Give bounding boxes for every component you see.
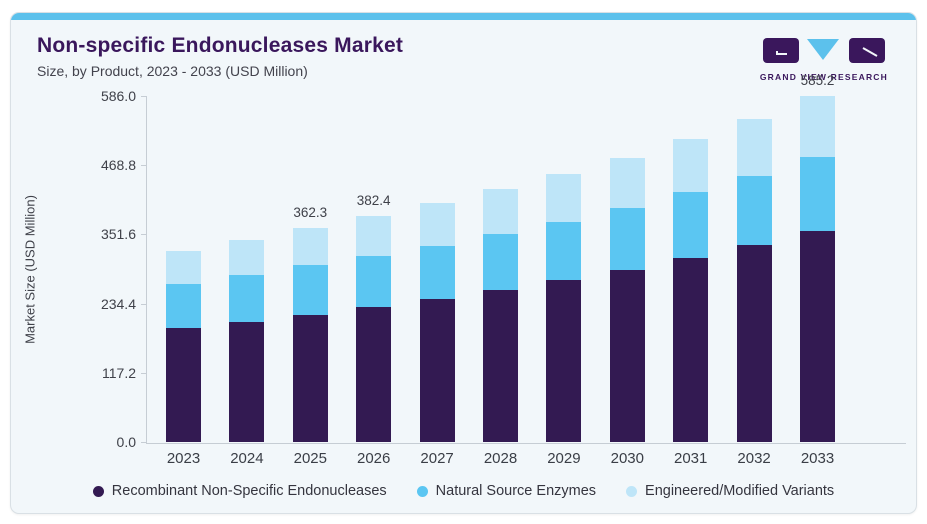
bar-segment-2027-s1 — [419, 299, 455, 442]
bar-segment-2026-s3 — [356, 216, 392, 256]
y-tick-mark — [141, 96, 147, 97]
bar-segment-2031-s1 — [673, 257, 709, 442]
bar-segment-2023-s2 — [166, 284, 201, 329]
bar-segment-2030-s1 — [609, 269, 645, 442]
page-title: Non-specific Endonucleases Market — [37, 34, 404, 57]
gvr-logo-mark — [762, 38, 885, 63]
y-tick-label: 234.4 — [100, 295, 136, 312]
bar-segment-2031-s2 — [673, 191, 709, 258]
y-tick-label: 586.0 — [100, 88, 136, 104]
bar-2026 — [356, 216, 392, 442]
y-tick-mark — [141, 234, 147, 236]
bar-2030 — [609, 157, 645, 442]
y-tick-label: 468.8 — [100, 157, 136, 174]
bar-2032 — [736, 118, 772, 442]
gvr-logo-text: GRAND VIEW RESEARCH — [759, 72, 888, 82]
x-tick-label-2025: 2025 — [293, 450, 327, 467]
header-text-block: Non-specific Endonucleases Market Size, … — [37, 34, 403, 79]
legend-label: Natural Source Enzymes — [435, 483, 597, 499]
bar-segment-2027-s3 — [419, 203, 455, 247]
total-label-2025: 362.3 — [293, 205, 328, 221]
y-axis-title: Market Size (USD Million) — [22, 195, 38, 344]
bar-2031 — [673, 139, 709, 442]
card-header: Non-specific Endonucleases Market Size, … — [11, 20, 916, 82]
x-tick-label-2029: 2029 — [547, 450, 581, 467]
bar-segment-2027-s2 — [419, 246, 455, 300]
y-tick-mark — [141, 165, 147, 167]
legend-item-2: Natural Source Enzymes — [416, 483, 597, 499]
bar-segment-2030-s2 — [609, 207, 645, 270]
page-subtitle: Size, by Product, 2023 - 2033 (USD Milli… — [37, 63, 308, 79]
bar-2028 — [483, 189, 518, 442]
legend-label: Recombinant Non-Specific Endonucleases — [111, 483, 387, 499]
accent-strip — [11, 13, 916, 20]
bar-segment-2032-s3 — [736, 118, 772, 177]
bar-segment-2032-s2 — [736, 176, 772, 245]
total-label-2033: 585.2 — [800, 73, 835, 89]
bar-segment-2026-s2 — [356, 255, 392, 308]
bar-segment-2029-s2 — [546, 221, 582, 280]
bar-segment-2024-s3 — [229, 240, 265, 276]
x-tick-label-2033: 2033 — [800, 450, 835, 467]
legend-dot — [92, 485, 104, 497]
bar-segment-2025-s2 — [292, 265, 328, 316]
bar-segment-2025-s3 — [292, 228, 328, 266]
x-tick-label-2026: 2026 — [357, 450, 391, 467]
bar-segment-2030-s3 — [609, 157, 645, 208]
y-tick-label: 0.0 — [116, 434, 136, 450]
bar-segment-2031-s3 — [673, 139, 709, 192]
plot-area: Market Size (USD Million) 586.0 468.8 351.… — [11, 73, 916, 469]
total-label-2026: 382.4 — [356, 193, 391, 209]
y-tick-mark — [141, 303, 147, 305]
legend-label: Engineered/Modified Variants — [645, 483, 835, 499]
bar-segment-2029-s1 — [546, 279, 582, 442]
y-tick-mark — [141, 442, 147, 443]
x-tick-label-2024: 2024 — [230, 450, 264, 467]
bar-segment-2023-s3 — [166, 251, 201, 285]
bar-segment-2032-s1 — [736, 244, 772, 442]
x-tick-label-2028: 2028 — [483, 450, 518, 467]
bar-segment-2028-s2 — [483, 234, 518, 290]
x-tick-label-2030: 2030 — [610, 450, 644, 467]
bar-2033 — [800, 96, 835, 442]
x-tick-label-2032: 2032 — [737, 450, 771, 467]
legend-dot — [416, 485, 428, 497]
chart-card: Non-specific Endonucleases Market Size, … — [10, 12, 917, 514]
bar-segment-2033-s2 — [800, 156, 835, 231]
bar-segment-2028-s1 — [483, 290, 518, 442]
bar-segment-2025-s1 — [292, 315, 328, 442]
x-tick-label-2023: 2023 — [166, 450, 201, 467]
bar-segment-2024-s1 — [229, 322, 265, 442]
y-tick-label: 117.2 — [102, 364, 136, 381]
y-tick-mark — [141, 372, 147, 374]
legend-dot — [626, 485, 638, 497]
x-axis-line — [146, 443, 906, 444]
y-tick-label: 351.6 — [100, 226, 136, 243]
bar-2023 — [166, 251, 201, 442]
bar-segment-2024-s2 — [229, 275, 265, 323]
bar-2027 — [419, 203, 455, 442]
x-tick-label-2031: 2031 — [674, 450, 708, 467]
bar-segment-2033-s3 — [800, 96, 835, 157]
bar-segment-2028-s3 — [483, 189, 518, 235]
chart-legend: Recombinant Non-Specific Endonucleases Na… — [11, 483, 916, 499]
bar-2024 — [229, 240, 265, 442]
bar-segment-2026-s1 — [356, 307, 392, 442]
y-axis-line — [146, 96, 147, 444]
x-tick-label-2027: 2027 — [420, 450, 454, 467]
bar-2025 — [292, 228, 328, 442]
bar-segment-2033-s1 — [800, 230, 835, 442]
legend-item-1: Recombinant Non-Specific Endonucleases — [92, 483, 387, 499]
gvr-logo: GRAND VIEW RESEARCH — [760, 38, 888, 82]
bar-2029 — [546, 173, 582, 442]
legend-item-3: Engineered/Modified Variants — [626, 483, 834, 499]
gvr-logo-triangle-icon — [806, 39, 839, 60]
bar-segment-2023-s1 — [166, 328, 201, 442]
bar-segment-2029-s3 — [546, 173, 582, 222]
